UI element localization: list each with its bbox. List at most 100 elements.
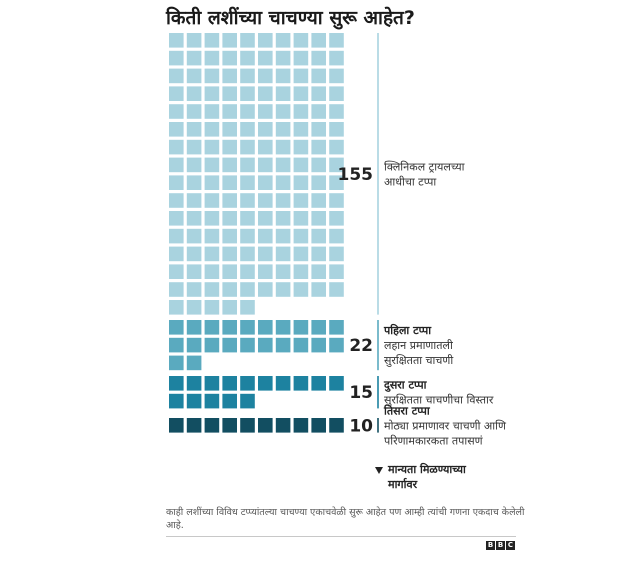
waffle-square — [186, 393, 202, 409]
group-description-label: परिणामकारकता तपासणं — [384, 434, 484, 447]
waffle-square — [258, 86, 273, 101]
waffle-square — [169, 355, 184, 371]
waffle-square — [204, 175, 220, 190]
approval-annotation-label: मार्गावर — [387, 477, 418, 491]
waffle-square — [186, 228, 202, 244]
waffle-square — [311, 122, 326, 137]
waffle-square — [293, 211, 309, 226]
waffle-square — [204, 228, 220, 244]
waffle-square — [275, 122, 291, 137]
waffle-square — [240, 175, 255, 190]
waffle-square — [275, 264, 291, 279]
waffle-square — [222, 175, 237, 190]
waffle-square — [275, 139, 291, 155]
waffle-square — [258, 33, 273, 48]
waffle-square — [169, 282, 184, 297]
waffle-square — [329, 246, 344, 262]
waffle-square — [258, 228, 273, 244]
waffle-square — [169, 68, 184, 84]
waffle-square — [169, 376, 184, 391]
waffle-square — [258, 282, 273, 297]
footnote: काही लशींच्या विविध टप्प्यांतल्या चाचण्य… — [166, 507, 525, 531]
waffle-square — [169, 228, 184, 244]
waffle-square — [240, 139, 255, 155]
waffle-square — [204, 139, 220, 155]
waffle-square — [186, 139, 202, 155]
waffle-square — [169, 122, 184, 137]
waffle-square — [222, 104, 237, 119]
waffle-square — [222, 246, 237, 262]
waffle-square — [311, 282, 326, 297]
waffle-square — [169, 246, 184, 262]
waffle-square — [258, 193, 273, 208]
divider — [166, 536, 516, 537]
waffle-square — [169, 139, 184, 155]
waffle-square — [169, 33, 184, 48]
waffle-square — [186, 337, 202, 353]
waffle-square — [204, 264, 220, 279]
waffle-square — [222, 300, 237, 315]
waffle-square — [275, 337, 291, 353]
waffle-square — [329, 264, 344, 279]
waffle-square — [311, 228, 326, 244]
waffle-square — [275, 104, 291, 119]
group-description-label: आधीचा टप्पा — [384, 175, 436, 188]
waffle-square — [293, 104, 309, 119]
waffle-square — [186, 418, 202, 433]
waffle-square — [275, 246, 291, 262]
waffle-square — [222, 33, 237, 48]
waffle-square — [222, 50, 237, 66]
waffle-chart: 155 क्लिनिकल ट्रायलच्या आधीचा टप्पा 22 पहिला… — [169, 33, 507, 491]
waffle-square — [186, 175, 202, 190]
waffle-square — [311, 175, 326, 190]
waffle-square — [240, 104, 255, 119]
waffle-square — [293, 376, 309, 391]
waffle-square — [311, 157, 326, 173]
waffle-square — [240, 376, 255, 391]
approval-annotation-label: मान्यता मिळण्याच्या — [387, 462, 467, 476]
waffle-square — [311, 246, 326, 262]
waffle-square — [275, 68, 291, 84]
waffle-square — [222, 86, 237, 101]
waffle-square — [222, 418, 237, 433]
waffle-square — [311, 104, 326, 119]
waffle-square — [258, 139, 273, 155]
waffle-square — [169, 211, 184, 226]
waffle-square — [186, 157, 202, 173]
waffle-square — [311, 264, 326, 279]
waffle-square — [275, 33, 291, 48]
waffle-square — [329, 122, 344, 137]
waffle-square — [186, 68, 202, 84]
waffle-square — [258, 68, 273, 84]
waffle-square — [329, 228, 344, 244]
waffle-square — [329, 157, 344, 173]
waffle-square — [186, 355, 202, 371]
waffle-square — [169, 300, 184, 315]
waffle-square — [186, 86, 202, 101]
waffle-square — [222, 228, 237, 244]
waffle-square — [293, 175, 309, 190]
waffle-square — [204, 193, 220, 208]
waffle-square — [240, 68, 255, 84]
group-description-label: क्लिनिकल ट्रायलच्या — [384, 160, 465, 173]
waffle-square — [275, 193, 291, 208]
logo-letter: B — [496, 541, 505, 550]
logo-letter: C — [506, 541, 515, 550]
waffle-square — [258, 337, 273, 353]
waffle-square — [186, 50, 202, 66]
waffle-square — [186, 376, 202, 391]
waffle-square — [275, 211, 291, 226]
waffle-square — [204, 50, 220, 66]
waffle-square — [240, 33, 255, 48]
waffle-square — [311, 337, 326, 353]
waffle-square — [240, 418, 255, 433]
waffle-square — [204, 68, 220, 84]
waffle-square — [186, 300, 202, 315]
waffle-square — [222, 68, 237, 84]
group-description-label: सुरक्षितता चाचणी — [384, 354, 453, 367]
waffle-square — [222, 337, 237, 353]
waffle-square — [311, 68, 326, 84]
waffle-square — [329, 104, 344, 119]
waffle-square — [275, 86, 291, 101]
group-value-label: 15 — [349, 383, 373, 403]
